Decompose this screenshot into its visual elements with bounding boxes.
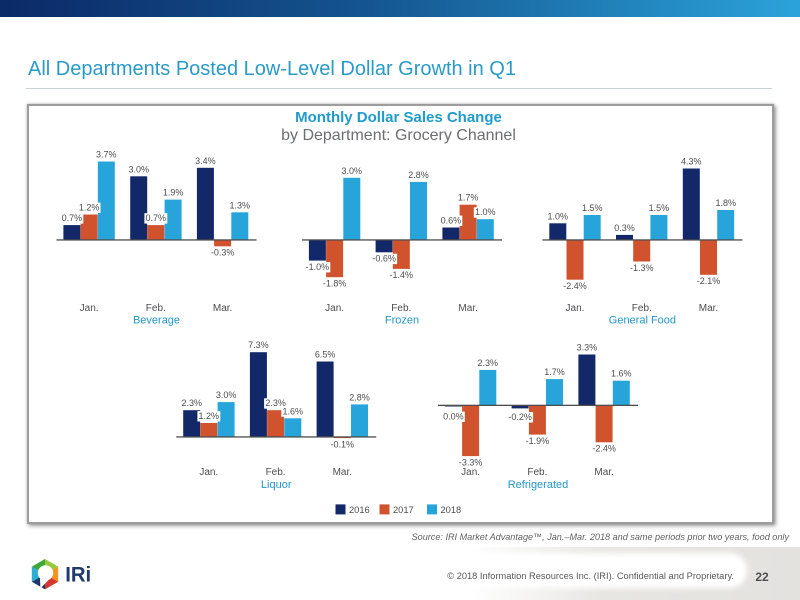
svg-text:1.3%: 1.3% [230, 200, 251, 210]
svg-text:-0.3%: -0.3% [211, 248, 235, 258]
svg-text:Jan.: Jan. [461, 467, 480, 478]
svg-text:Mar.: Mar. [213, 303, 232, 314]
svg-text:6.5%: 6.5% [315, 350, 336, 360]
svg-text:0.7%: 0.7% [62, 213, 83, 223]
svg-text:0.3%: 0.3% [614, 223, 635, 233]
svg-text:1.2%: 1.2% [79, 203, 100, 213]
svg-text:Feb.: Feb. [632, 303, 652, 314]
svg-text:Frozen: Frozen [385, 315, 419, 327]
svg-text:Jan.: Jan. [566, 303, 585, 314]
svg-text:-2.4%: -2.4% [563, 281, 587, 291]
svg-text:Feb.: Feb. [146, 303, 166, 314]
svg-text:3.4%: 3.4% [195, 156, 216, 166]
svg-text:0.6%: 0.6% [441, 216, 462, 226]
svg-text:-1.0%: -1.0% [306, 262, 330, 272]
svg-text:1.0%: 1.0% [475, 207, 496, 217]
svg-text:-0.2%: -0.2% [508, 412, 532, 422]
svg-text:2.3%: 2.3% [265, 398, 286, 408]
svg-text:2.3%: 2.3% [181, 398, 202, 408]
svg-text:Mar.: Mar. [594, 467, 613, 478]
svg-text:-1.4%: -1.4% [390, 270, 414, 280]
svg-text:-1.3%: -1.3% [630, 263, 654, 273]
svg-text:1.5%: 1.5% [649, 203, 670, 213]
svg-text:2016: 2016 [349, 505, 370, 515]
svg-text:-2.1%: -2.1% [697, 276, 721, 286]
svg-text:Jan.: Jan. [199, 467, 218, 478]
svg-text:1.2%: 1.2% [199, 411, 220, 421]
svg-text:Mar.: Mar. [458, 303, 477, 314]
svg-text:1.6%: 1.6% [283, 406, 304, 416]
svg-text:Feb.: Feb. [391, 303, 411, 314]
svg-text:1.8%: 1.8% [715, 198, 736, 208]
svg-text:-1.9%: -1.9% [526, 436, 550, 446]
svg-text:3.3%: 3.3% [577, 343, 598, 353]
svg-text:-0.6%: -0.6% [372, 254, 396, 264]
svg-text:1.7%: 1.7% [544, 367, 565, 377]
svg-text:7.3%: 7.3% [248, 340, 269, 350]
svg-text:-1.8%: -1.8% [323, 279, 347, 289]
svg-text:Feb.: Feb. [527, 467, 547, 478]
svg-text:Liquor: Liquor [261, 479, 292, 491]
svg-text:-3.3%: -3.3% [459, 457, 483, 467]
svg-text:3.0%: 3.0% [128, 164, 149, 174]
svg-text:IRi: IRi [65, 564, 91, 587]
svg-text:-2.4%: -2.4% [592, 444, 616, 454]
svg-text:0.7%: 0.7% [146, 213, 167, 223]
svg-text:2.8%: 2.8% [408, 170, 429, 180]
svg-text:4.3%: 4.3% [681, 157, 702, 167]
svg-text:0.0%: 0.0% [443, 412, 464, 422]
svg-text:3.7%: 3.7% [96, 150, 117, 160]
svg-text:2.8%: 2.8% [349, 392, 370, 402]
svg-text:Refrigerated: Refrigerated [508, 479, 569, 491]
svg-text:Jan.: Jan. [80, 303, 99, 314]
svg-text:2017: 2017 [393, 505, 414, 515]
svg-text:1.0%: 1.0% [548, 211, 569, 221]
svg-text:Beverage: Beverage [133, 315, 180, 327]
svg-text:General Food: General Food [609, 315, 676, 327]
svg-text:2018: 2018 [441, 505, 462, 515]
svg-text:1.9%: 1.9% [163, 188, 184, 198]
svg-text:1.7%: 1.7% [458, 193, 479, 203]
svg-text:Jan.: Jan. [325, 303, 344, 314]
svg-text:-0.1%: -0.1% [331, 439, 355, 449]
svg-text:1.6%: 1.6% [611, 369, 632, 379]
svg-text:1.5%: 1.5% [582, 203, 603, 213]
svg-text:3.0%: 3.0% [342, 166, 363, 176]
svg-text:Mar.: Mar. [699, 303, 718, 314]
svg-text:Mar.: Mar. [333, 467, 352, 478]
svg-text:2.3%: 2.3% [478, 358, 499, 368]
svg-text:Feb.: Feb. [266, 467, 286, 478]
svg-text:3.0%: 3.0% [216, 390, 237, 400]
